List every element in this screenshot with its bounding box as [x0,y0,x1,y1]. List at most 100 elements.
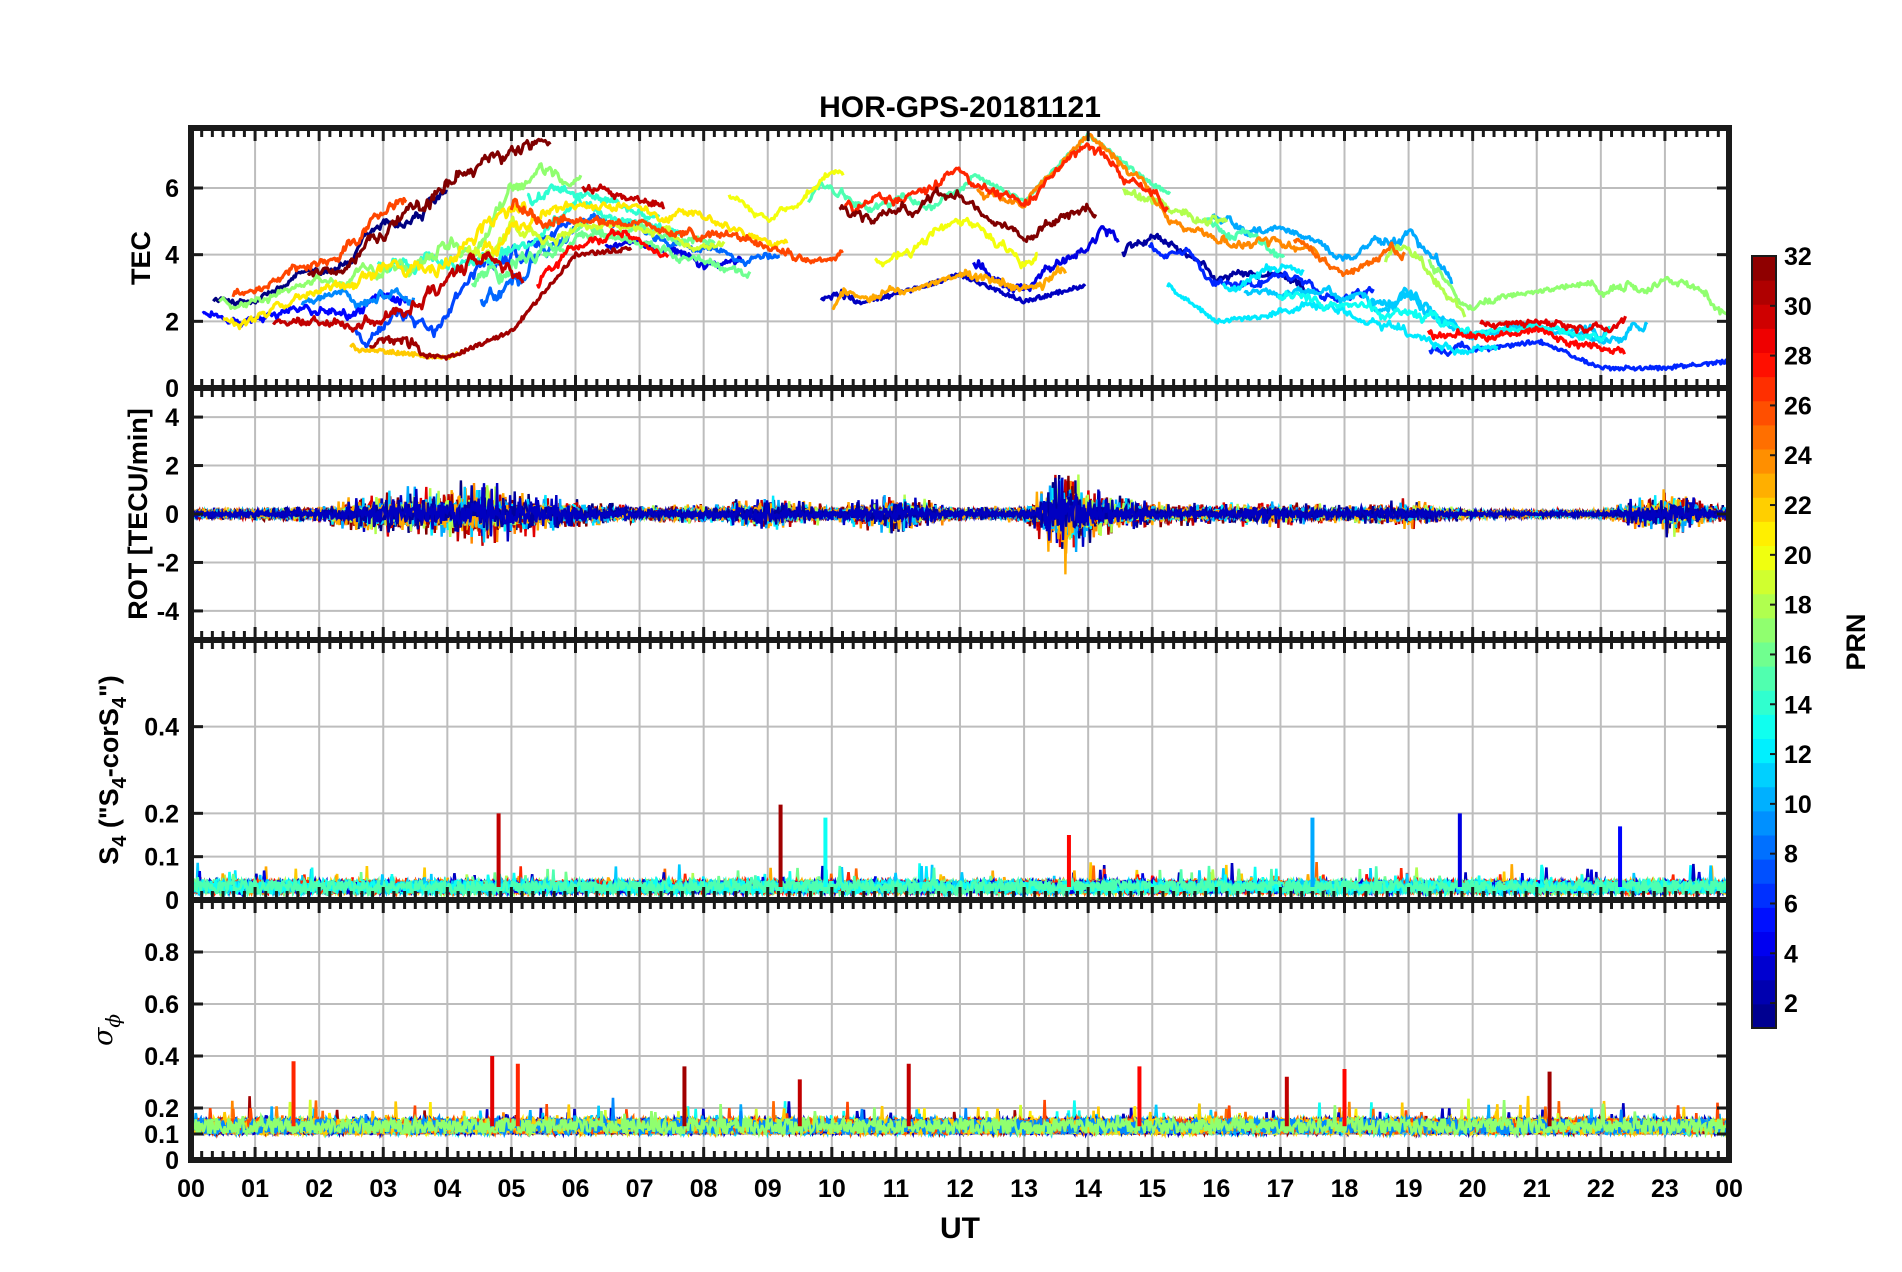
tec-series-prn32 [306,137,552,278]
tec-series-prn18 [1121,187,1229,227]
colorbar-segment [1752,665,1776,691]
x-tick-label: 09 [754,1175,782,1203]
y-tick-label: 0.8 [144,939,179,967]
colorbar-segment [1752,400,1776,426]
y-tick-label: 4 [165,242,179,270]
tec-series-prn27 [843,142,1170,215]
ticks-rot [189,388,1731,640]
colorbar-segment [1752,931,1776,957]
y-axis-label-part: S [94,847,124,865]
colorbar-segment [1752,906,1776,932]
tec-series-prn31 [368,245,633,361]
colorbar-tick-label: 26 [1784,392,1812,420]
x-tick-label: 11 [883,1175,910,1203]
y-tick-label: 2 [165,308,179,336]
y-tick-label: 0 [165,1147,179,1175]
tec-series-prn26 [231,196,408,298]
x-tick-label: 14 [1074,1175,1102,1203]
colorbar-segment [1752,617,1776,643]
colorbar-tick-label: 30 [1784,293,1812,321]
x-tick-label: 10 [818,1175,846,1203]
tec-series-prn20 [727,169,845,223]
y-axis-label-part: ("S [94,788,124,835]
colorbar-segment [1752,376,1776,402]
x-tick-label: 12 [946,1175,974,1203]
colorbar-segment [1752,810,1776,836]
tec-series-prn5 [201,292,408,328]
x-tick-label: 07 [626,1175,654,1203]
colorbar-segment [1752,955,1776,981]
y-tick-label: 0 [165,887,179,915]
tec-series-prn29 [1479,315,1627,334]
colorbar-segment [1752,279,1776,305]
colorbar-segment [1752,448,1776,474]
x-tick-label: 16 [1202,1175,1230,1203]
x-tick-label: 08 [690,1175,718,1203]
y-axis-label-part: 4 [109,696,131,708]
y-axis-label-part: ϕ [101,1014,125,1028]
tec-series-prn15 [1201,217,1286,259]
colorbar-tick-label: 16 [1784,641,1812,669]
colorbar-segment [1752,762,1776,788]
tec-series-prn20 [874,216,1039,270]
y-axis-label-part: 4 [109,835,131,847]
colorbar-segment [1752,472,1776,498]
colorbar-segment [1752,496,1776,522]
colorbar-tick-label: 8 [1784,841,1798,869]
y-tick-label: 0.2 [144,800,179,828]
tec-series-prn30 [272,251,525,333]
tec-series-prn25 [1292,237,1406,278]
y-axis-label: σϕ [88,1014,125,1046]
x-tick-label: 01 [241,1175,269,1203]
colorbar-tick-label: 4 [1784,940,1798,968]
y-axis-label: S4 ("S4-corS4") [94,675,131,865]
chart-title: HOR-GPS-20181121 [819,91,1101,124]
y-tick-label: 4 [165,404,179,432]
y-axis-label: TEC [126,231,156,285]
colorbar-frame [1751,255,1777,1029]
x-tick-label: 00 [1715,1175,1743,1203]
x-tick-label: 18 [1331,1175,1359,1203]
y-tick-label: -4 [157,598,179,626]
colorbar-segment [1752,520,1776,546]
x-tick-label: 04 [433,1175,461,1203]
tec-series-prn30 [581,183,666,210]
x-tick-label: 15 [1138,1175,1166,1203]
data-tec [201,132,1729,372]
ticks-sigma_phi [189,900,1731,1162]
y-tick-label: 6 [165,175,179,203]
tec-series-prn14 [526,183,661,221]
y-axis-label-part: ") [94,675,124,697]
x-tick-label: 21 [1523,1175,1551,1203]
colorbar-segment [1752,979,1776,1005]
colorbar-segment [1752,689,1776,715]
y-tick-label: 0 [165,375,179,403]
tec-series-prn4 [972,225,1120,294]
y-axis-label-part: -corS [94,708,124,777]
y-tick-label: 0.1 [144,844,179,872]
x-axis-label: UT [940,1212,980,1245]
tec-series-prn9 [300,287,416,309]
tec-series-prn26 [509,197,844,265]
colorbar-segment [1752,569,1776,595]
grid-s4 [190,640,1730,901]
colorbar-tick-label: 12 [1784,741,1812,769]
colorbar-tick-label: 22 [1784,492,1812,520]
colorbar-segment [1752,255,1776,281]
tec-series-prn17 [218,162,583,310]
tec-series-prn28 [535,228,670,289]
colorbar-segment [1752,327,1776,353]
colorbar-tick-label: 20 [1784,542,1812,570]
tec-series-prn15 [807,132,1172,214]
rot-series-prn3 [191,477,1729,542]
colorbar-segment [1752,593,1776,619]
colorbar-tick-label: 32 [1784,243,1812,271]
tec-series-prn28 [1426,325,1626,355]
y-tick-label: -2 [157,549,179,577]
x-tick-label: 23 [1651,1175,1679,1203]
y-axis-label-part: 4 [109,776,131,788]
y-axis-label-part: σ [88,1026,119,1046]
y-tick-label: 0.4 [144,1043,179,1071]
